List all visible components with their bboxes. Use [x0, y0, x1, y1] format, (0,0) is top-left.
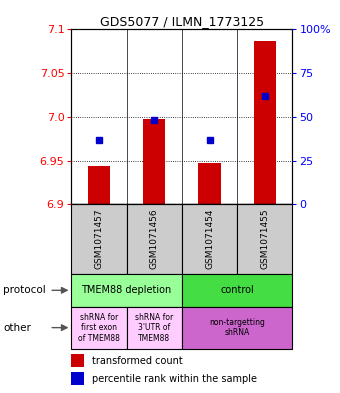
Bar	[182, 274, 292, 307]
Text: GSM1071454: GSM1071454	[205, 209, 214, 269]
Text: percentile rank within the sample: percentile rank within the sample	[92, 374, 257, 384]
Text: TMEM88 depletion: TMEM88 depletion	[82, 285, 172, 295]
Bar	[182, 204, 237, 274]
Bar	[182, 307, 292, 349]
Bar	[199, 163, 221, 204]
Text: other: other	[3, 323, 31, 332]
Bar	[88, 166, 110, 204]
Bar	[254, 41, 276, 204]
Title: GDS5077 / ILMN_1773125: GDS5077 / ILMN_1773125	[100, 15, 264, 28]
Bar	[71, 307, 126, 349]
Text: protocol: protocol	[3, 285, 46, 295]
Text: transformed count: transformed count	[92, 356, 183, 366]
Text: shRNA for
first exon
of TMEM88: shRNA for first exon of TMEM88	[78, 313, 120, 343]
Bar	[126, 204, 182, 274]
Bar	[71, 354, 84, 367]
Bar	[71, 204, 126, 274]
Text: GSM1071456: GSM1071456	[150, 209, 159, 270]
Bar	[71, 274, 182, 307]
Bar	[237, 204, 292, 274]
Bar	[71, 372, 84, 385]
Text: GSM1071455: GSM1071455	[260, 209, 269, 270]
Text: shRNA for
3'UTR of
TMEM88: shRNA for 3'UTR of TMEM88	[135, 313, 173, 343]
Text: non-targetting
shRNA: non-targetting shRNA	[209, 318, 265, 337]
Bar	[143, 119, 165, 204]
Text: control: control	[220, 285, 254, 295]
Bar	[126, 307, 182, 349]
Text: GSM1071457: GSM1071457	[95, 209, 103, 270]
